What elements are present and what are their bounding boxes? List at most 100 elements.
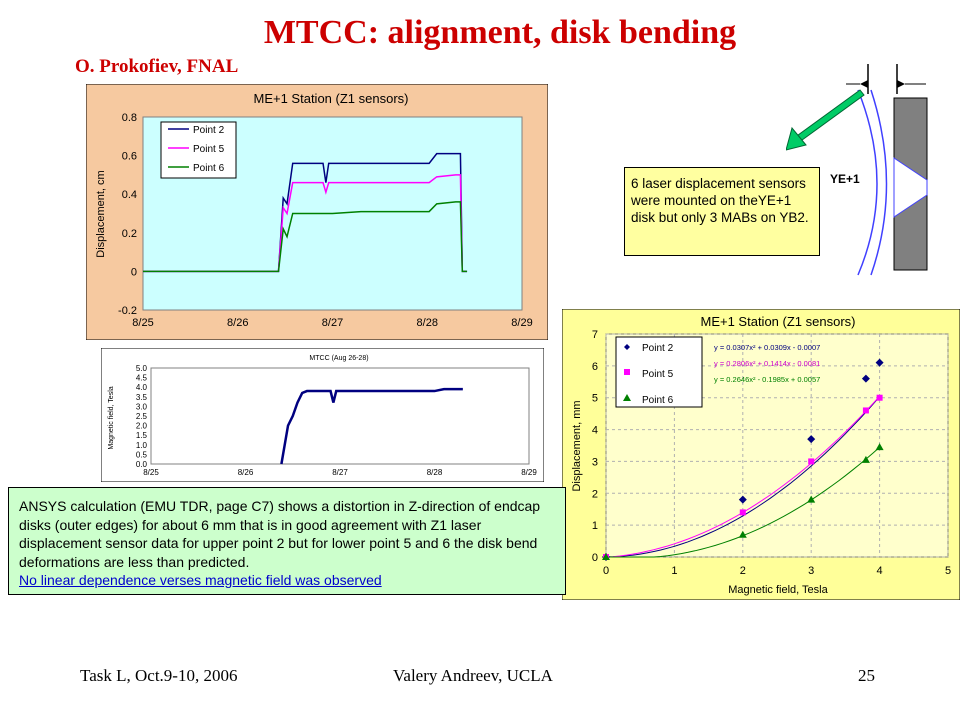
chart2-ytick-10: 5.0 <box>136 364 148 373</box>
chart2-xtick-1: 8/26 <box>238 468 254 477</box>
displacement-time-chart: ME+1 Station (Z1 sensors) Displacement, … <box>86 84 548 340</box>
fit-eq-point5: y = 0.2806x² + 0.1414x - 0.0081 <box>714 359 820 368</box>
chart3-xtick-0: 0 <box>603 565 609 577</box>
chart3-ytick-2: 2 <box>592 488 598 500</box>
chart2-ytick-6: 3.0 <box>136 402 148 411</box>
magnetic-field-chart: MTCC (Aug 26-28) Magnetic field, Tesla 0… <box>101 348 544 482</box>
chart2-ytick-0: 0.0 <box>136 460 148 469</box>
legend-marker-point6 <box>623 394 631 401</box>
chart3-legend-point5: Point 5 <box>642 369 674 380</box>
ansys-note-box: ANSYS calculation (EMU TDR, page C7) sho… <box>8 487 566 595</box>
chart1-legend-point5: Point 5 <box>193 144 225 155</box>
chart1-xtick-0: 8/25 <box>132 317 153 329</box>
ansys-text: ANSYS calculation (EMU TDR, page C7) sho… <box>19 498 541 570</box>
chart3-xtick-4: 4 <box>877 565 883 577</box>
gap-arrow-left <box>860 80 868 88</box>
fit-eq-point6: y = 0.2646x² - 0.1985x + 0.0057 <box>714 375 820 384</box>
chart3-title: ME+1 Station (Z1 sensors) <box>701 314 856 329</box>
chart1-xtick-1: 8/26 <box>227 317 248 329</box>
chart2-field-series <box>280 387 463 465</box>
chart3-point-point-6-4 <box>875 443 884 451</box>
chart3-legend: Point 2 Point 5 Point 6 <box>615 336 703 408</box>
chart3-point-point-6-3 <box>861 455 870 463</box>
chart2-ytick-4: 2.0 <box>136 422 148 431</box>
ansys-link[interactable]: No linear dependence verses magnetic fie… <box>19 572 382 588</box>
laser-arrow-shaft <box>793 89 865 144</box>
chart2-ytick-8: 4.0 <box>136 383 148 392</box>
legend-marker-point5 <box>624 369 630 375</box>
chart2-xtick-3: 8/28 <box>427 468 443 477</box>
disk-bend-outer <box>857 89 878 276</box>
note-box: 6 laser displacement sensors were mounte… <box>624 167 820 256</box>
chart3-xtick-5: 5 <box>945 565 951 577</box>
chart1-title: ME+1 Station (Z1 sensors) <box>254 91 409 106</box>
displacement-field-chart: ME+1 Station (Z1 sensors) Magnetic field… <box>562 309 960 600</box>
chart3-point-point-2-1 <box>738 495 747 504</box>
chart2-ytick-5: 2.5 <box>136 412 148 421</box>
chart3-ytick-1: 1 <box>592 520 598 532</box>
footer-task: Task L, Oct.9-10, 2006 <box>80 666 238 685</box>
chart2-ytick-7: 3.5 <box>136 393 148 402</box>
chart3-point-point-5-1 <box>739 509 746 516</box>
chart3-point-point-6-0 <box>602 553 610 560</box>
chart1-ytick-3: 0.4 <box>122 189 137 201</box>
chart1-legend-point2: Point 2 <box>193 125 225 136</box>
chart3-point-point-5-2 <box>808 458 815 465</box>
chart1-series-point-2 <box>143 152 468 273</box>
chart3-xlabel: Magnetic field, Tesla <box>728 584 828 596</box>
chart3-ytick-6: 6 <box>592 361 598 373</box>
chart1-legend: Point 2 Point 5 Point 6 <box>160 121 237 179</box>
disk-diagram <box>786 64 928 276</box>
chart3-ytick-3: 3 <box>592 456 598 468</box>
sensor-notch <box>893 157 928 218</box>
disk-bend-inner <box>870 89 888 276</box>
author-label: O. Prokofiev, FNAL <box>75 56 239 77</box>
chart3-legend-point6: Point 6 <box>642 395 674 406</box>
chart2-xtick-2: 8/27 <box>332 468 348 477</box>
chart3-point-point-6-1 <box>738 530 747 538</box>
chart3-point-point-6-2 <box>807 495 816 503</box>
chart2-ylabel: Magnetic field, Tesla <box>108 386 115 449</box>
chart1-series-point-5 <box>143 174 468 273</box>
chart2-ytick-9: 4.5 <box>136 374 148 383</box>
chart3-xtick-1: 1 <box>671 565 677 577</box>
chart3-ytick-7: 7 <box>592 329 598 341</box>
fit-eq-point2: y = 0.0307x² + 0.0309x - 0.0007 <box>714 343 820 352</box>
chart3-point-point-2-3 <box>861 374 870 383</box>
chart1-xtick-2: 8/27 <box>322 317 343 329</box>
chart3-legend-point2: Point 2 <box>642 343 674 354</box>
chart3-point-point-5-3 <box>862 407 869 414</box>
chart3-point-point-2-4 <box>875 358 884 367</box>
chart3-point-point-2-2 <box>807 435 816 444</box>
chart3-xtick-2: 2 <box>740 565 746 577</box>
chart1-xtick-3: 8/28 <box>417 317 438 329</box>
chart2-xtick-4: 8/29 <box>521 468 537 477</box>
chart3-ytick-5: 5 <box>592 393 598 405</box>
chart1-ytick-5: 0.8 <box>122 112 137 124</box>
chart2-xtick-0: 8/25 <box>143 468 159 477</box>
footer-author: Valery Andreev, UCLA <box>393 666 553 685</box>
chart1-series-point-6 <box>143 201 468 273</box>
chart2-plot-area <box>150 367 530 465</box>
chart2-ytick-1: 0.5 <box>136 450 148 459</box>
chart3-ylabel: Displacement, mm <box>571 400 583 491</box>
chart3-fit-point-2 <box>605 396 880 558</box>
ye1-label: YE+1 <box>830 172 860 186</box>
chart1-ytick-4: 0.6 <box>122 151 137 163</box>
chart1-xtick-4: 8/29 <box>511 317 532 329</box>
gap-arrow-right <box>897 80 905 88</box>
chart2-ytick-3: 1.5 <box>136 431 148 440</box>
chart3-ytick-0: 0 <box>592 552 598 564</box>
legend-marker-point2 <box>624 344 630 350</box>
chart2-ytick-2: 1.0 <box>136 441 148 450</box>
chart1-ylabel: Displacement, cm <box>95 170 107 257</box>
chart3-xtick-3: 3 <box>808 565 814 577</box>
chart3-point-point-5-4 <box>876 394 883 401</box>
chart1-legend-point6: Point 6 <box>193 163 225 174</box>
chart1-ytick-2: 0.2 <box>122 228 137 240</box>
slide-title: MTCC: alignment, disk bending <box>263 14 737 51</box>
chart2-title: MTCC (Aug 26-28) <box>309 355 368 362</box>
chart1-ytick-1: 0 <box>131 266 137 278</box>
chart1-ytick-0: -0.2 <box>118 305 137 317</box>
footer-page-number: 25 <box>858 666 875 685</box>
